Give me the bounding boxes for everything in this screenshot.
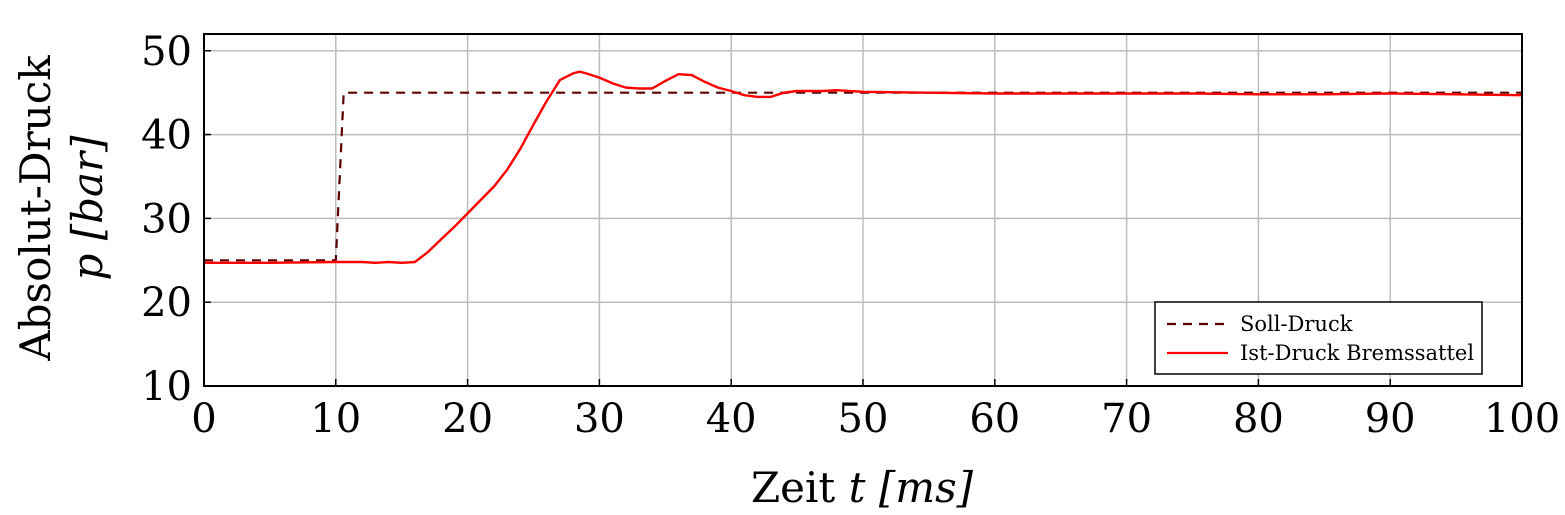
x-tick-labels: 0 10 20 30 40 50 60 70 80 90 100	[191, 379, 1560, 442]
legend-label: Ist-Druck Bremssattel	[1240, 341, 1474, 365]
legend-box	[1154, 301, 1483, 375]
x-tick-label: 30	[574, 396, 625, 442]
x-tick-label: 90	[1365, 396, 1416, 442]
series-line-2	[204, 70, 1523, 264]
y-tick-labels: 10 20 30 40 50	[141, 29, 211, 410]
y-tick-label: 20	[141, 280, 192, 326]
legend: Soll-Druck Ist-Druck Bremssattel	[1154, 301, 1483, 375]
x-tick-label: 60	[969, 396, 1020, 442]
x-tick-label: 0	[191, 396, 216, 442]
y-axis-label-line1: Absolut-Druck	[11, 55, 60, 362]
y-tick-label: 30	[141, 196, 192, 242]
y-tick-label: 50	[141, 29, 192, 75]
x-tick-label: 10	[310, 396, 361, 442]
y-tick-label: 40	[141, 113, 192, 159]
y-axis-label-line2: p [bar]	[63, 135, 112, 281]
x-tick-label: 50	[838, 396, 889, 442]
x-tick-label: 70	[1101, 396, 1152, 442]
x-tick-label: 100	[1484, 396, 1560, 442]
y-tick-label: 10	[141, 364, 192, 410]
series-layer	[204, 70, 1523, 264]
x-axis-label: Zeit t [ms]	[751, 463, 974, 512]
legend-label: Soll-Druck	[1240, 312, 1353, 336]
y-axis-label: Absolut-Druck p [bar]	[11, 55, 112, 362]
x-tick-label: 80	[1233, 396, 1284, 442]
x-tick-label: 40	[706, 396, 757, 442]
x-tick-label: 20	[442, 396, 493, 442]
